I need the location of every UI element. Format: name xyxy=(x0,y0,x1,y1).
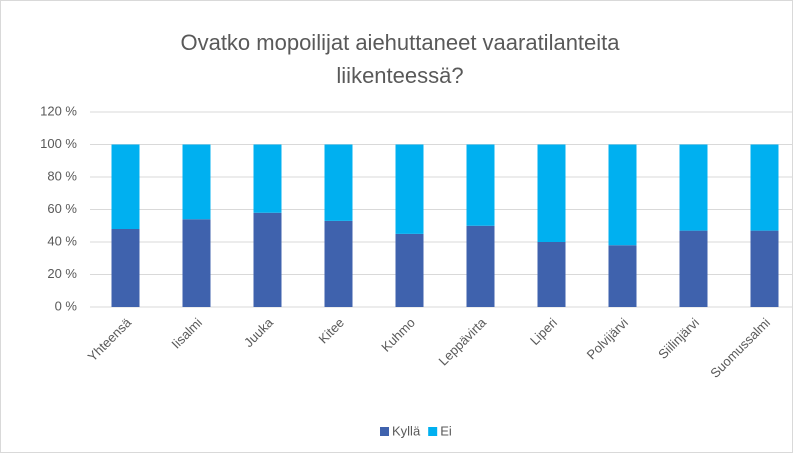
x-tick-label: Liperi xyxy=(527,315,560,348)
legend-swatch xyxy=(428,427,438,436)
bar-segment xyxy=(750,230,779,307)
bar-segment xyxy=(537,242,566,307)
bar-segment xyxy=(182,219,211,307)
y-tick-label: 0 % xyxy=(55,298,78,313)
bar-segment xyxy=(608,144,637,246)
x-tick-label: Juuka xyxy=(241,314,277,350)
bar-segment xyxy=(253,144,282,213)
y-tick-label: 80 % xyxy=(47,168,77,183)
bar-segment xyxy=(750,144,779,231)
bar-segment xyxy=(679,144,708,231)
x-tick-label: Yhteensä xyxy=(85,314,135,364)
bar-segment xyxy=(182,144,211,220)
bar-segment xyxy=(537,144,566,242)
bar-segment xyxy=(395,144,424,234)
x-tick-label: Polvijärvi xyxy=(584,315,631,362)
x-tick-label: Kuhmo xyxy=(378,315,418,355)
bar-segment xyxy=(466,144,495,226)
bar-segment xyxy=(395,233,424,307)
bar-segment xyxy=(253,212,282,307)
bar-segment xyxy=(111,229,140,307)
bar-segment xyxy=(324,220,353,307)
bar-segment xyxy=(679,230,708,307)
x-tick-label: Kitee xyxy=(315,315,347,347)
chart-title: Ovatko mopoilijat aiehuttaneet vaaratila… xyxy=(180,30,620,88)
bar-segment xyxy=(111,144,140,229)
bar-segment xyxy=(324,144,353,221)
legend-label: Ei xyxy=(440,423,452,438)
y-tick-label: 40 % xyxy=(47,233,77,248)
x-tick-label: Siilinjärvi xyxy=(655,315,702,362)
y-tick-label: 120 % xyxy=(40,103,77,118)
bar-segment xyxy=(466,225,495,307)
x-tick-label: Leppävirta xyxy=(436,314,490,368)
y-tick-label: 20 % xyxy=(47,266,77,281)
x-tick-label: Suomussalmi xyxy=(707,315,773,381)
x-tick-label: Iisalmi xyxy=(168,315,205,352)
y-tick-label: 60 % xyxy=(47,201,77,216)
legend-label: Kyllä xyxy=(392,423,421,438)
y-tick-label: 100 % xyxy=(40,136,77,151)
bar-segment xyxy=(608,245,637,307)
legend-swatch xyxy=(380,427,389,436)
